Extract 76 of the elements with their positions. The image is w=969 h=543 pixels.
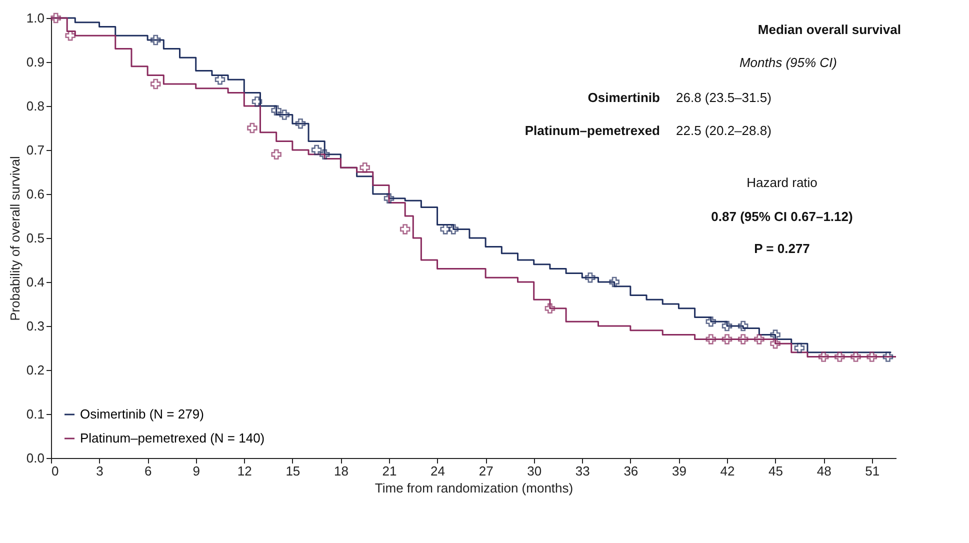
x-tick-label: 39 — [672, 464, 686, 478]
point — [818, 352, 829, 362]
point — [722, 320, 732, 332]
y-tick-label: 0.6 — [26, 186, 44, 202]
point — [770, 330, 780, 340]
annotation: P = 0.277 — [754, 241, 810, 256]
y-axis-title: Probability of overall survival — [7, 156, 22, 321]
y-tick-label: 0.9 — [26, 54, 44, 70]
point — [738, 334, 748, 344]
point — [271, 105, 282, 116]
annotation: 22.5 (20.2–28.8) — [676, 123, 772, 138]
point — [706, 334, 716, 344]
point — [882, 352, 894, 362]
point — [360, 162, 370, 173]
annotation: Hazard ratio — [746, 175, 818, 190]
point — [850, 352, 861, 362]
annotation: Platinum–pemetrexed — [524, 123, 660, 138]
point — [794, 342, 805, 354]
x-tick-label: 48 — [816, 464, 832, 478]
x-tick-label: 30 — [527, 464, 542, 478]
x-axis-title: Time from randomization (months) — [374, 480, 574, 496]
point — [252, 96, 262, 107]
x-tick-label: 0 — [52, 464, 59, 478]
legend-label: Osimertinib (N = 279) — [80, 406, 204, 422]
y-tick-label: 0.5 — [26, 230, 44, 246]
x-tick-label: 27 — [478, 464, 494, 478]
annotation: Osimertinib — [588, 90, 660, 105]
x-tick-label: 45 — [768, 464, 784, 478]
x-tick-label: 21 — [382, 464, 397, 478]
x-tick-label: 36 — [624, 464, 638, 478]
point — [722, 334, 732, 344]
x-tick-label: 9 — [192, 464, 200, 478]
x-tick-label: 12 — [237, 464, 252, 478]
point — [271, 149, 282, 160]
point — [50, 12, 61, 24]
point — [384, 193, 394, 204]
annotation: 26.8 (23.5–31.5) — [676, 90, 772, 105]
point — [247, 122, 258, 134]
point — [609, 276, 620, 288]
x-tick-label: 33 — [575, 464, 590, 478]
point — [866, 352, 877, 362]
legend-label: Platinum–pemetrexed (N = 140) — [80, 430, 265, 446]
y-tick-label: 0.0 — [26, 450, 44, 466]
point — [440, 224, 450, 234]
point — [400, 224, 410, 234]
y-tick-label: 0.8 — [26, 98, 44, 114]
x-tick-label: 6 — [144, 464, 152, 478]
point — [295, 118, 306, 129]
point — [279, 110, 290, 120]
point — [770, 338, 780, 349]
x-tick-label: 15 — [286, 464, 300, 478]
y-tick-label: 0.4 — [26, 274, 44, 290]
annotation: Months (95% CI) — [739, 55, 837, 70]
point — [150, 78, 161, 90]
point — [706, 316, 716, 327]
point — [448, 224, 459, 234]
point — [738, 320, 748, 332]
point — [311, 144, 322, 156]
annotation: 0.87 (95% CI 0.67–1.12) — [711, 209, 853, 224]
point — [585, 272, 596, 283]
y-tick-label: 0.7 — [26, 142, 44, 158]
x-tick-label: 18 — [334, 464, 348, 478]
point — [754, 334, 764, 344]
y-tick-label: 0.2 — [26, 362, 44, 378]
y-tick-label: 0.1 — [26, 406, 44, 422]
x-tick-label: 24 — [430, 464, 446, 478]
point — [544, 303, 556, 314]
annotation: Median overall survival — [758, 22, 901, 37]
x-tick-label: 51 — [865, 464, 880, 478]
point — [319, 149, 330, 160]
x-tick-label: 42 — [720, 464, 735, 478]
point — [834, 352, 845, 362]
y-tick-label: 0.3 — [26, 318, 44, 334]
point — [150, 34, 161, 46]
y-tick-label: 1.0 — [26, 10, 44, 26]
x-tick-label: 3 — [96, 464, 104, 478]
